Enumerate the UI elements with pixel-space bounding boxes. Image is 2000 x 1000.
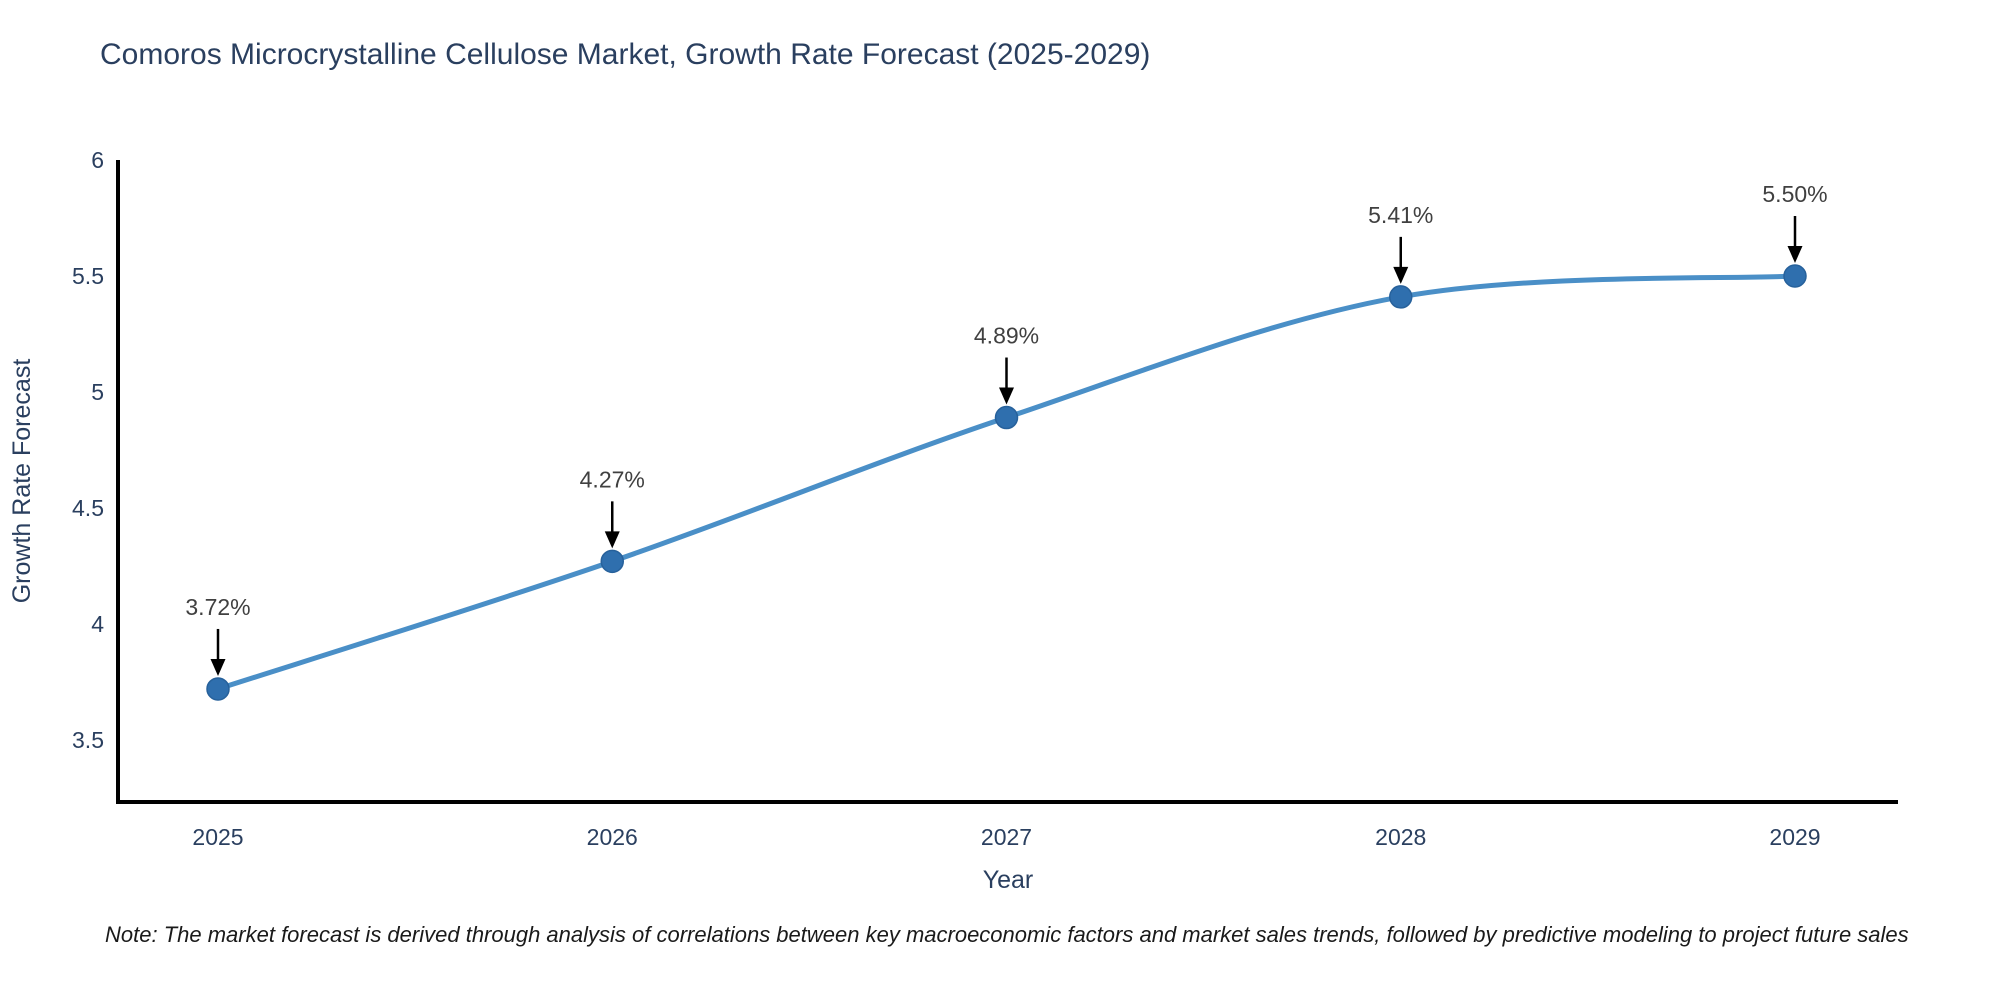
methodology-note: Note: The market forecast is derived thr… xyxy=(105,922,1909,947)
annotation-arrowhead-icon xyxy=(604,531,620,549)
x-tick-label: 2028 xyxy=(1375,824,1426,850)
annotation-arrowhead-icon xyxy=(1393,266,1409,284)
annotation-arrowhead-icon xyxy=(1787,246,1803,263)
data-point-label: 4.27% xyxy=(580,466,645,492)
x-tick-label: 2027 xyxy=(981,824,1032,850)
y-tick-label: 4 xyxy=(91,611,104,637)
y-tick-label: 3.5 xyxy=(72,727,104,753)
y-axis-title: Growth Rate Forecast xyxy=(8,359,36,604)
y-tick-label: 5.5 xyxy=(72,263,104,289)
data-point-label: 5.41% xyxy=(1368,202,1433,228)
data-point-marker[interactable] xyxy=(600,549,624,574)
data-point-label: 4.89% xyxy=(974,323,1039,349)
y-tick-label: 6 xyxy=(91,147,104,173)
axis-spines xyxy=(116,160,1898,804)
data-point-marker[interactable] xyxy=(1389,285,1413,309)
annotation-arrowhead-icon xyxy=(210,658,226,676)
x-tick-label: 2026 xyxy=(587,824,638,850)
y-tick-label: 4.5 xyxy=(72,495,104,521)
data-point-marker[interactable] xyxy=(1783,264,1807,288)
data-point-marker[interactable] xyxy=(206,677,230,701)
data-point-label: 3.72% xyxy=(185,594,250,620)
y-tick-label: 5 xyxy=(91,379,104,405)
chart-title: Comoros Microcrystalline Cellulose Marke… xyxy=(100,38,1151,71)
data-point-label: 5.50% xyxy=(1762,181,1827,207)
annotation-arrowhead-icon xyxy=(999,387,1014,405)
x-tick-label: 2025 xyxy=(192,824,243,850)
x-tick-label: 2029 xyxy=(1769,824,1820,850)
data-point-marker[interactable] xyxy=(994,405,1019,430)
x-axis-title: Year xyxy=(983,866,1034,894)
